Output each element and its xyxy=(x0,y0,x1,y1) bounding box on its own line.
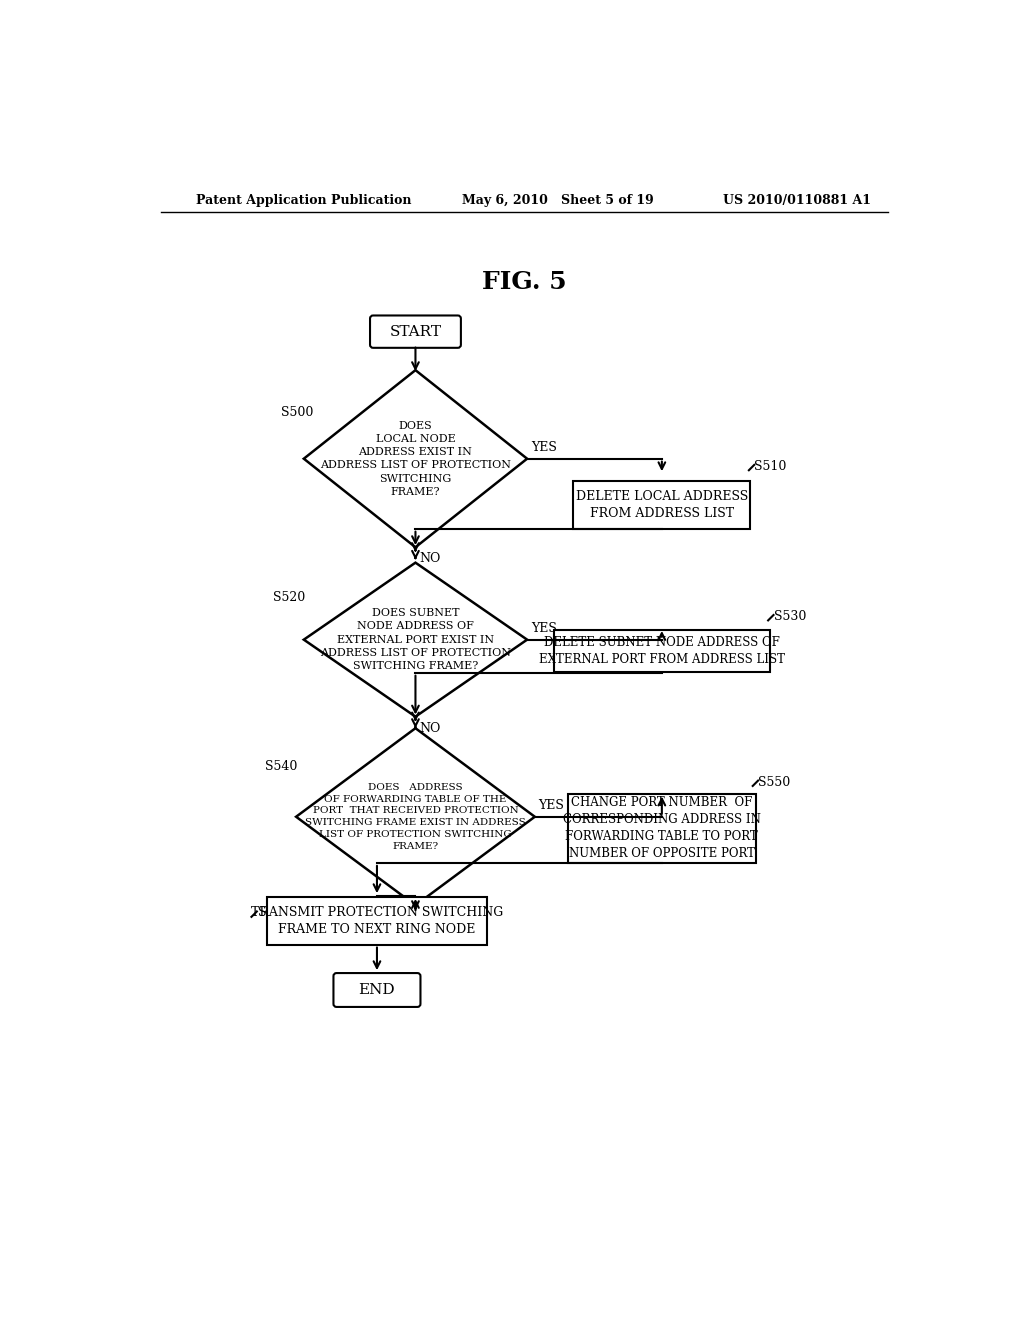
Text: START: START xyxy=(389,325,441,339)
Text: S510: S510 xyxy=(755,459,786,473)
Bar xyxy=(554,630,770,672)
Text: Patent Application Publication: Patent Application Publication xyxy=(196,194,412,207)
Text: S540: S540 xyxy=(265,760,298,774)
Polygon shape xyxy=(296,729,535,906)
Text: YES: YES xyxy=(539,799,564,812)
Text: S500: S500 xyxy=(281,407,313,418)
Text: S520: S520 xyxy=(273,591,305,603)
Text: CHANGE PORT NUMBER  OF
CORRESPONDING ADDRESS IN
FORWARDING TABLE TO PORT
NUMBER : CHANGE PORT NUMBER OF CORRESPONDING ADDR… xyxy=(563,796,761,861)
Text: S530: S530 xyxy=(773,610,806,623)
FancyBboxPatch shape xyxy=(334,973,421,1007)
Text: NO: NO xyxy=(419,911,440,924)
Text: END: END xyxy=(358,983,395,997)
Text: YES: YES xyxy=(531,622,557,635)
Text: DOES SUBNET
NODE ADDRESS OF
EXTERNAL PORT EXIST IN
ADDRESS LIST OF PROTECTION
SW: DOES SUBNET NODE ADDRESS OF EXTERNAL POR… xyxy=(319,609,511,671)
Text: DOES   ADDRESS
OF FORWARDING TABLE OF THE
PORT  THAT RECEIVED PROTECTION
SWITCHI: DOES ADDRESS OF FORWARDING TABLE OF THE … xyxy=(305,783,526,851)
Text: S550: S550 xyxy=(758,776,791,788)
FancyBboxPatch shape xyxy=(370,315,461,348)
Text: FIG. 5: FIG. 5 xyxy=(482,269,567,293)
Bar xyxy=(573,480,751,529)
Text: US 2010/0110881 A1: US 2010/0110881 A1 xyxy=(724,194,871,207)
Bar xyxy=(267,896,486,945)
Text: YES: YES xyxy=(531,441,557,454)
Text: DELETE SUBNET NODE ADDRESS OF
EXTERNAL PORT FROM ADDRESS LIST: DELETE SUBNET NODE ADDRESS OF EXTERNAL P… xyxy=(539,636,784,667)
Polygon shape xyxy=(304,562,527,717)
Text: S560: S560 xyxy=(258,907,290,920)
Bar xyxy=(567,793,756,863)
Text: May 6, 2010   Sheet 5 of 19: May 6, 2010 Sheet 5 of 19 xyxy=(462,194,653,207)
Text: DELETE LOCAL ADDRESS
FROM ADDRESS LIST: DELETE LOCAL ADDRESS FROM ADDRESS LIST xyxy=(575,490,748,520)
Text: TRANSMIT PROTECTION SWITCHING
FRAME TO NEXT RING NODE: TRANSMIT PROTECTION SWITCHING FRAME TO N… xyxy=(251,906,503,936)
Polygon shape xyxy=(304,370,527,548)
Text: DOES
LOCAL NODE
ADDRESS EXIST IN
ADDRESS LIST OF PROTECTION
SWITCHING
FRAME?: DOES LOCAL NODE ADDRESS EXIST IN ADDRESS… xyxy=(319,421,511,496)
Text: NO: NO xyxy=(419,552,440,565)
Text: NO: NO xyxy=(419,722,440,735)
